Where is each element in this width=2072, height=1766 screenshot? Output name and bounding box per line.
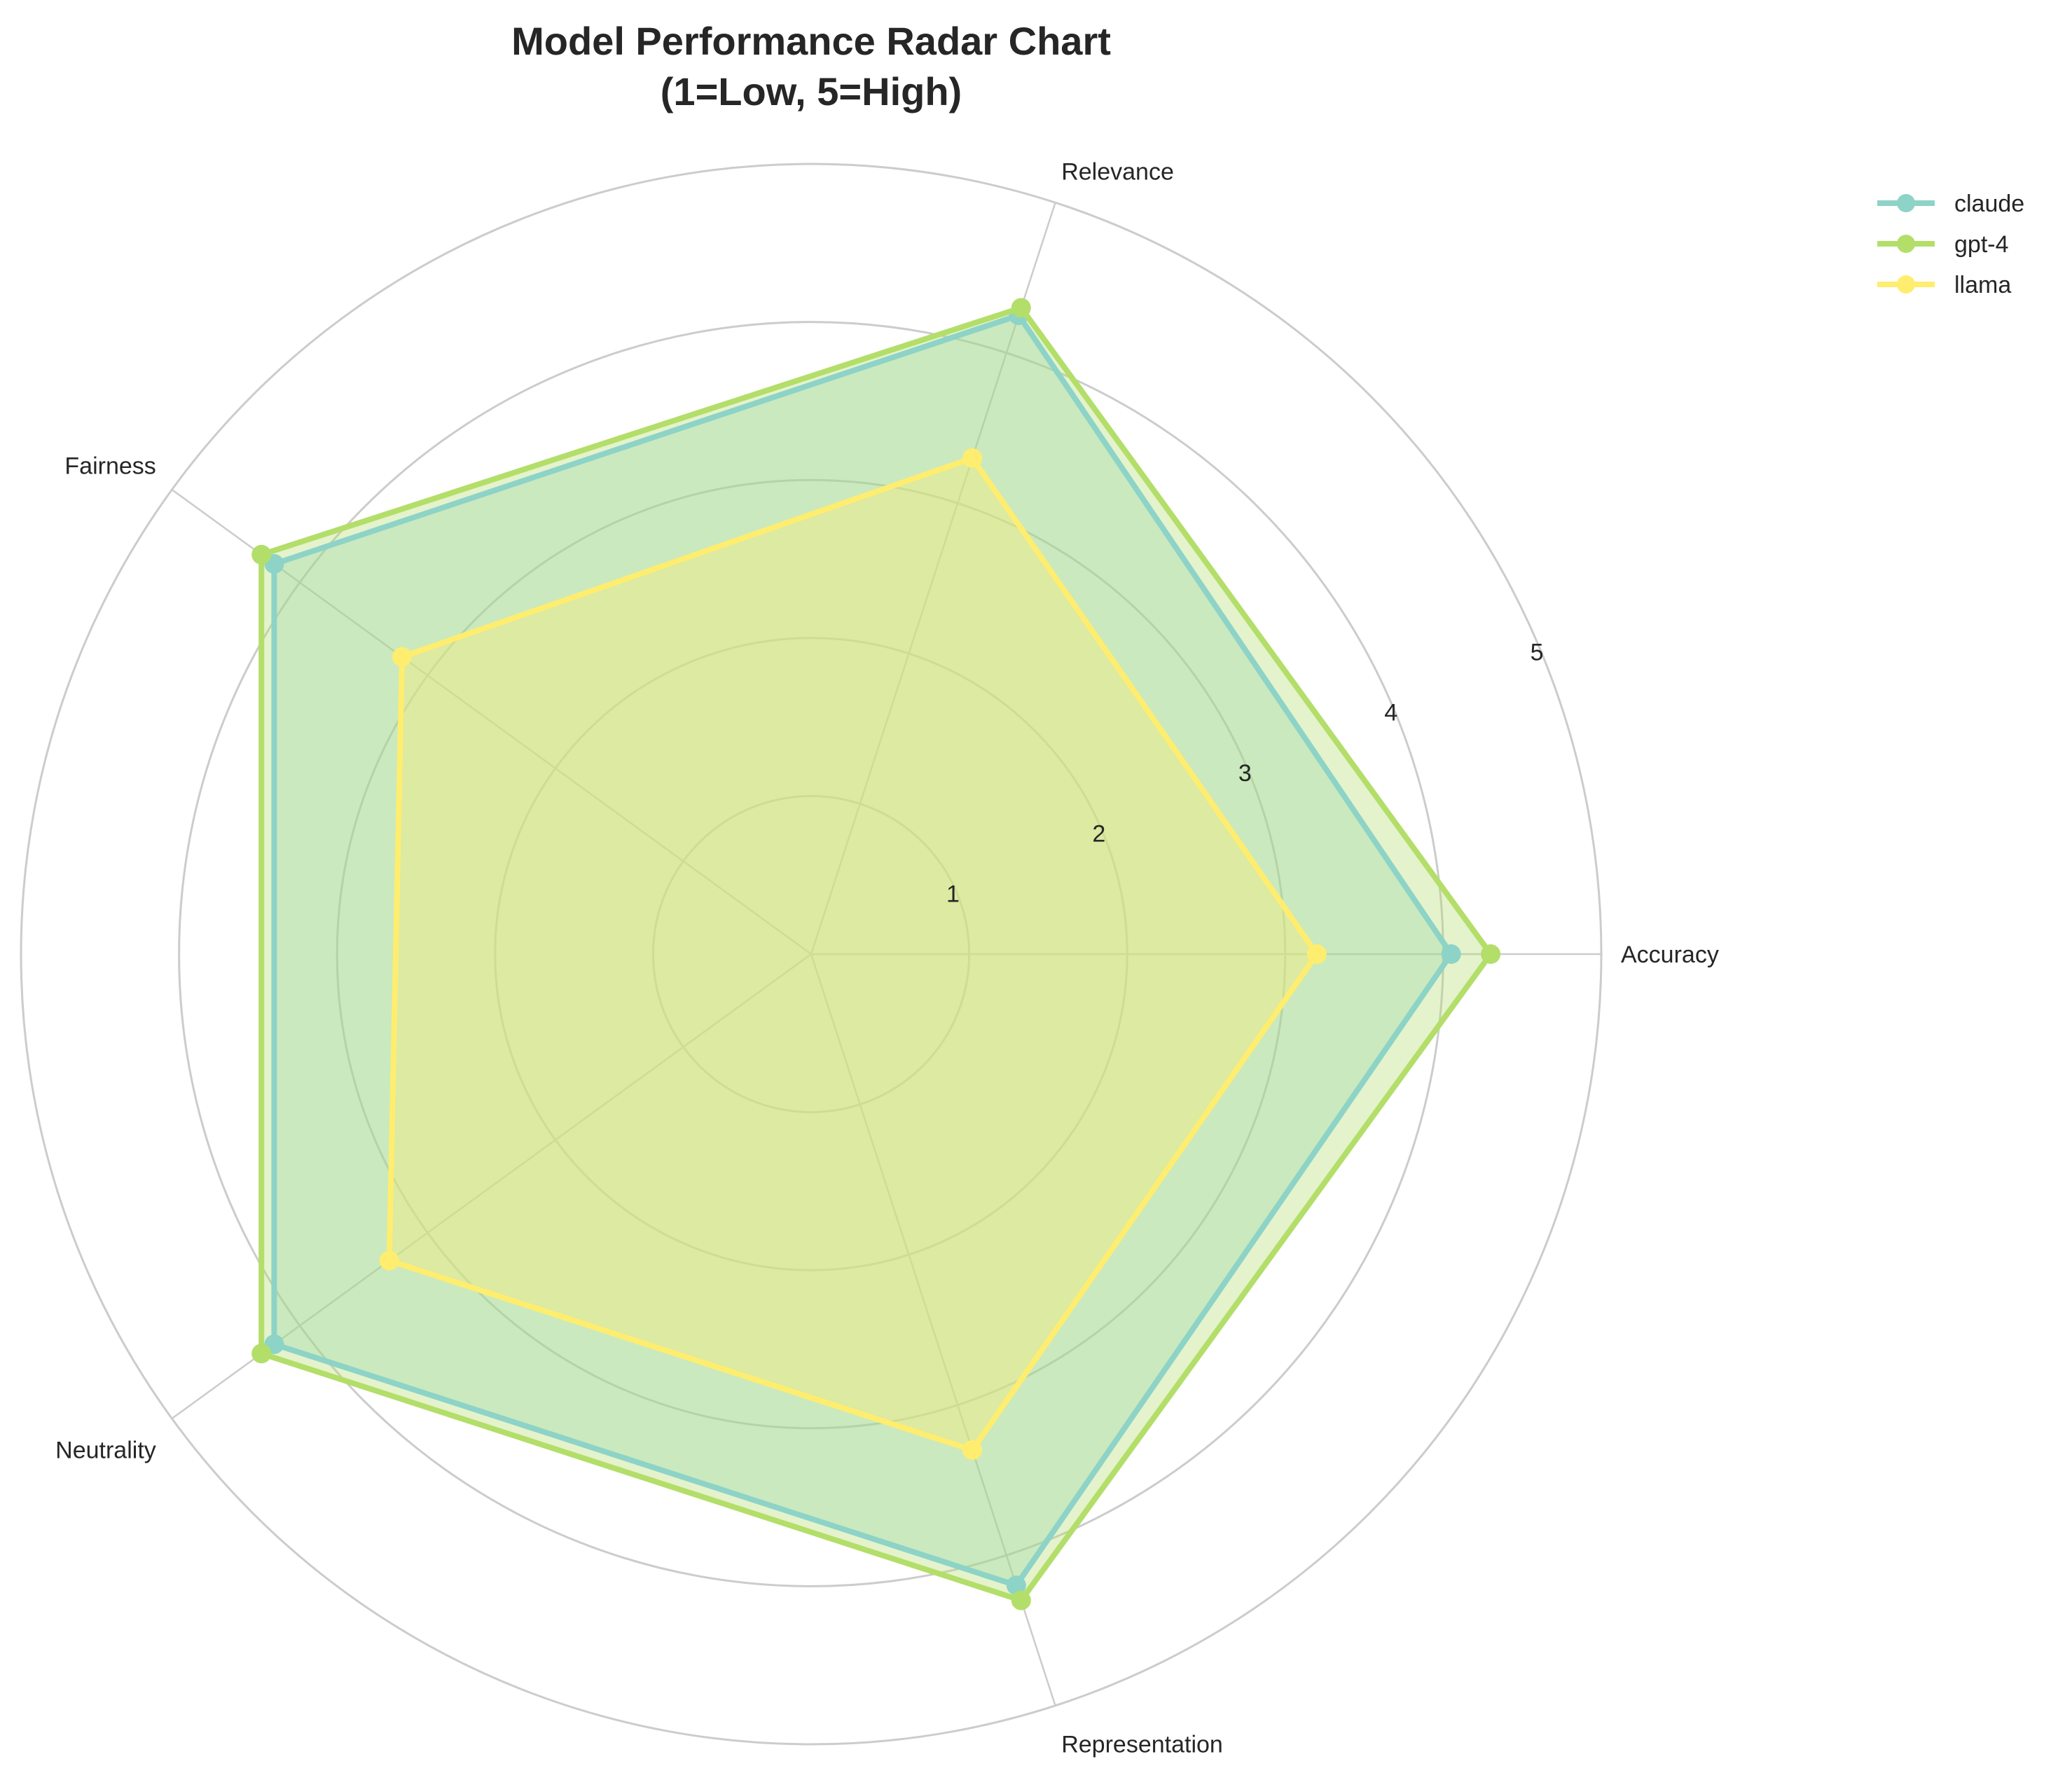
r-tick-label-3: 3 [1238, 760, 1252, 787]
legend-label-gpt-4: gpt-4 [1954, 231, 2009, 258]
point-llama-representation [962, 1440, 983, 1461]
point-gpt-4-representation [1011, 1590, 1031, 1610]
series-area-llama [389, 458, 1317, 1450]
point-llama-accuracy [1306, 944, 1327, 964]
series-lines [251, 298, 1501, 1610]
chart-title: Model Performance Radar Chart (1=Low, 5=… [511, 19, 1111, 113]
axis-label-fairness: Fairness [64, 453, 156, 480]
chart-title-line-2: (1=Low, 5=High) [661, 69, 962, 113]
r-tick-label-5: 5 [1531, 639, 1544, 665]
point-llama-relevance [962, 448, 983, 468]
series-gpt-4 [251, 298, 1501, 1610]
series-fills [261, 308, 1491, 1601]
point-llama-neutrality [379, 1250, 399, 1271]
axis-label-relevance: Relevance [1061, 159, 1174, 186]
legend-entry-claude[interactable]: claude [1877, 191, 2024, 217]
series-line-claude [271, 312, 1454, 1589]
series-line-llama [386, 455, 1320, 1453]
spoke-relevance [810, 202, 1056, 955]
r-tick-label-1: 1 [946, 881, 960, 908]
r-tick-label-4: 4 [1384, 700, 1397, 726]
series-area-claude [274, 315, 1451, 1586]
point-gpt-4-neutrality [251, 1344, 272, 1364]
r-tick-label-2: 2 [1092, 820, 1105, 847]
legend-entry-gpt-4[interactable]: gpt-4 [1877, 231, 2009, 258]
point-gpt-4-accuracy [1481, 944, 1501, 964]
point-llama-fairness [392, 647, 412, 667]
point-claude-accuracy [1441, 944, 1461, 964]
chart-title-line-1: Model Performance Radar Chart [511, 19, 1111, 63]
radial-tick-labels: 1 2 3 4 5 [946, 639, 1544, 907]
legend-label-claude: claude [1954, 191, 2024, 217]
series-line-gpt-4 [258, 305, 1494, 1603]
series-layer [251, 298, 1501, 1610]
legend[interactable]: claude gpt-4 llama [1877, 191, 2024, 298]
legend-label-llama: llama [1954, 272, 2011, 298]
axis-label-accuracy: Accuracy [1621, 941, 1719, 968]
legend-swatch-marker-llama [1897, 275, 1915, 294]
legend-swatch-marker-gpt-4 [1897, 235, 1915, 253]
legend-entry-llama[interactable]: llama [1877, 272, 2011, 298]
point-gpt-4-relevance [1011, 298, 1031, 318]
series-area-gpt-4 [261, 308, 1491, 1601]
axis-labels: Accuracy Relevance Fairness Neutrality Repre… [55, 159, 1719, 1758]
point-claude-representation [1006, 1575, 1026, 1596]
axis-label-representation: Representation [1061, 1731, 1223, 1758]
legend-swatch-marker-claude [1897, 194, 1915, 212]
series-llama [379, 448, 1327, 1461]
axis-label-neutrality: Neutrality [55, 1437, 156, 1463]
point-gpt-4-fairness [251, 544, 272, 565]
